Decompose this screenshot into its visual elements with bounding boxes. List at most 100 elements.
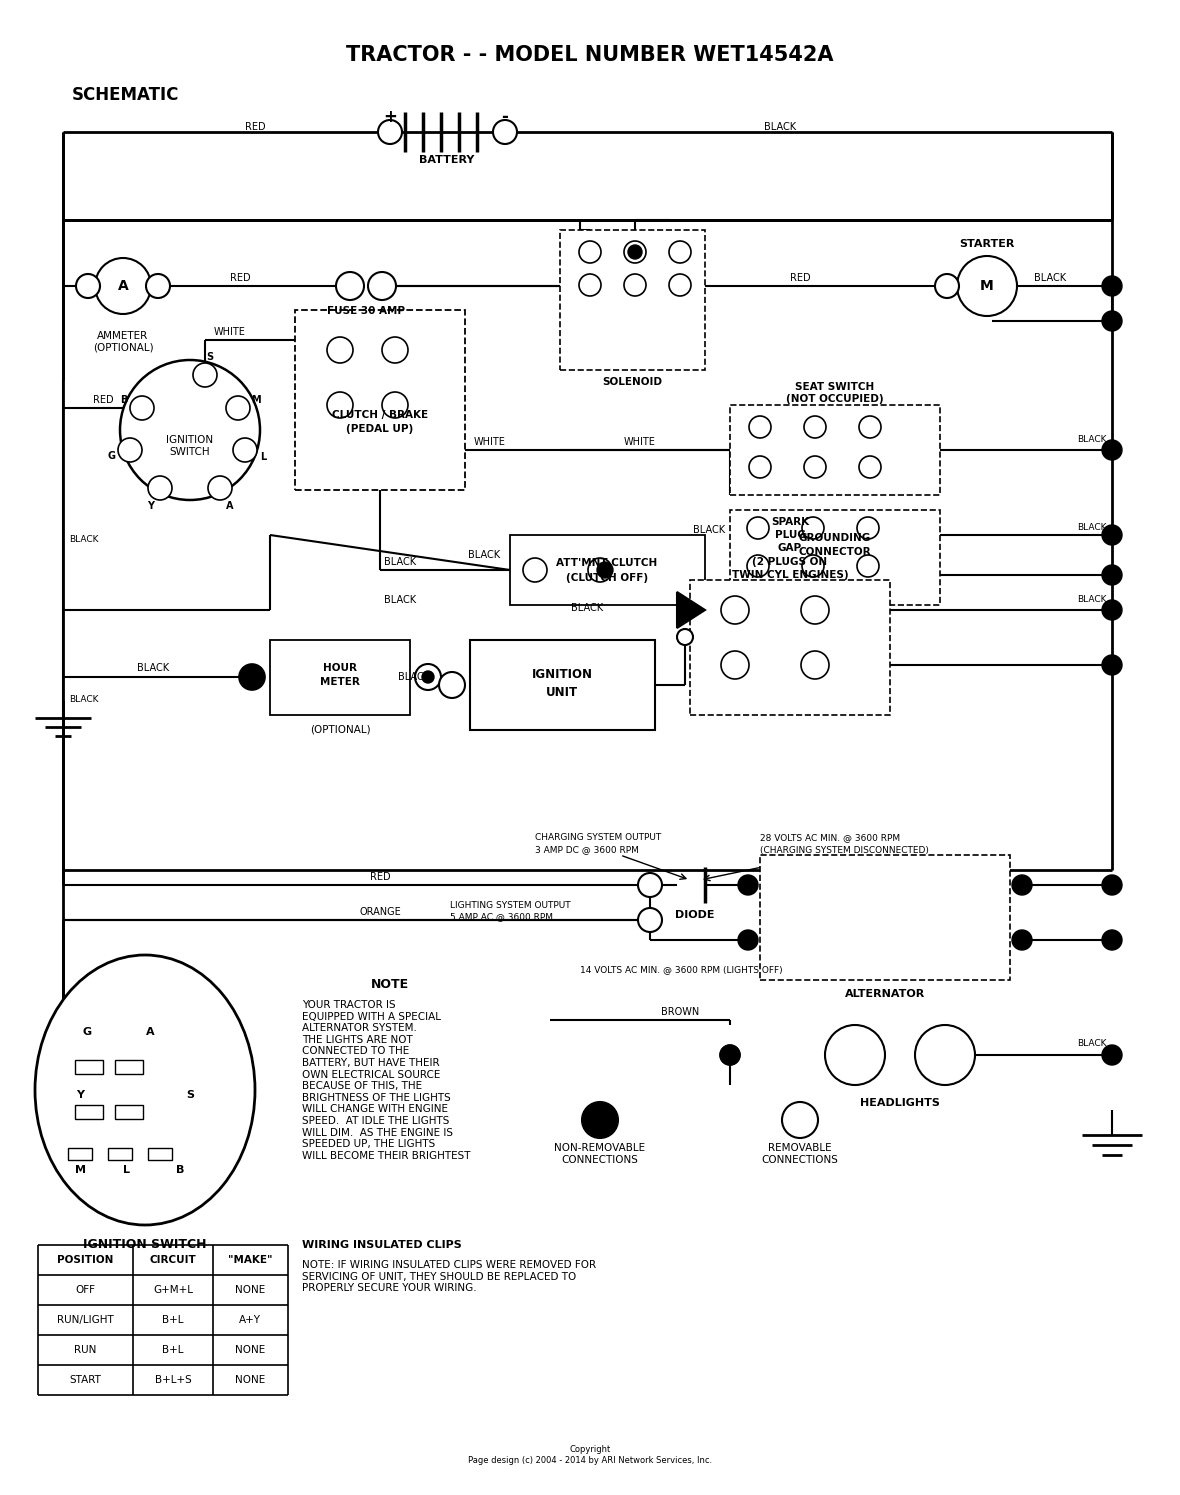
Circle shape [1012,875,1032,896]
Text: UNIT: UNIT [546,686,578,700]
Text: A: A [118,280,129,293]
Text: BLACK: BLACK [384,558,417,567]
Text: POSITION: POSITION [57,1254,113,1265]
Circle shape [720,1045,740,1064]
Text: G: G [109,451,116,460]
Text: REMOVABLE: REMOVABLE [768,1144,832,1153]
Text: NOTE: IF WIRING INSULATED CLIPS WERE REMOVED FOR
SERVICING OF UNIT, THEY SHOULD : NOTE: IF WIRING INSULATED CLIPS WERE REM… [302,1260,596,1293]
Text: RUN/LIGHT: RUN/LIGHT [57,1316,113,1325]
Text: BROWN: BROWN [661,1008,699,1017]
Text: ATT'MNT CLUTCH: ATT'MNT CLUTCH [557,558,657,568]
Circle shape [747,555,769,577]
Text: RED: RED [244,123,266,132]
Text: WIRING INSULATED CLIPS: WIRING INSULATED CLIPS [302,1239,461,1250]
Text: IGNITION: IGNITION [531,668,592,682]
Bar [510,535,704,605]
Bar [560,230,704,369]
Circle shape [859,416,881,438]
Circle shape [857,517,879,540]
Text: S: S [206,351,214,362]
Text: Y: Y [148,501,155,511]
Text: (CHARGING SYSTEM DISCONNECTED): (CHARGING SYSTEM DISCONNECTED) [760,846,929,855]
Text: B+L: B+L [162,1346,184,1354]
Text: CONNECTIONS: CONNECTIONS [761,1156,839,1165]
Circle shape [1102,525,1122,546]
Text: A: A [225,501,234,511]
Text: RED: RED [230,274,250,283]
Circle shape [146,274,170,298]
Circle shape [677,629,693,644]
Text: SWITCH: SWITCH [170,447,210,457]
Text: BLACK: BLACK [1077,523,1107,532]
Bar [470,640,655,730]
Text: BLACK: BLACK [384,595,417,605]
Circle shape [738,875,758,896]
Text: BLACK: BLACK [1077,435,1107,444]
Text: PLUG: PLUG [774,531,806,540]
Bar [730,510,940,605]
Text: BLACK: BLACK [571,602,603,613]
Circle shape [96,259,151,314]
Text: IGNITION SWITCH: IGNITION SWITCH [84,1238,206,1251]
Circle shape [802,555,824,577]
Text: NONE: NONE [235,1346,266,1354]
Text: GROUNDING: GROUNDING [799,534,871,543]
Circle shape [148,475,172,499]
Circle shape [935,274,959,298]
Text: (PEDAL UP): (PEDAL UP) [347,425,414,434]
Circle shape [749,416,771,438]
Circle shape [327,336,353,363]
Text: A: A [145,1027,155,1038]
Text: BLACK: BLACK [468,550,500,561]
Text: LIGHTING SYSTEM OUTPUT: LIGHTING SYSTEM OUTPUT [450,900,571,909]
Text: HOUR: HOUR [323,662,358,673]
Text: B: B [120,395,127,405]
Circle shape [738,930,758,949]
Circle shape [327,392,353,419]
Text: NONE: NONE [235,1375,266,1384]
Text: Copyright
Page design (c) 2004 - 2014 by ARI Network Services, Inc.: Copyright Page design (c) 2004 - 2014 by… [468,1446,712,1465]
Text: TRACTOR - - MODEL NUMBER WET14542A: TRACTOR - - MODEL NUMBER WET14542A [346,45,834,64]
Circle shape [1102,440,1122,460]
Text: SEAT SWITCH: SEAT SWITCH [795,383,874,392]
Circle shape [194,363,217,387]
Circle shape [415,664,441,691]
Text: BATTERY: BATTERY [419,155,474,164]
Text: (OPTIONAL): (OPTIONAL) [309,724,371,734]
Text: BLACK: BLACK [68,535,98,544]
Text: A+Y: A+Y [240,1316,261,1325]
Text: SOLENOID: SOLENOID [602,377,662,387]
Circle shape [801,650,830,679]
Text: SCHEMATIC: SCHEMATIC [72,87,179,105]
Circle shape [669,274,691,296]
Circle shape [669,241,691,263]
Circle shape [597,562,612,579]
Circle shape [240,664,266,691]
Circle shape [232,438,257,462]
Text: CIRCUIT: CIRCUIT [150,1254,196,1265]
Text: BLACK: BLACK [398,671,430,682]
Text: AMMETER: AMMETER [98,330,149,341]
Text: "MAKE": "MAKE" [228,1254,273,1265]
Text: (2 PLUGS ON: (2 PLUGS ON [753,558,827,567]
Circle shape [1102,599,1122,620]
Circle shape [825,1026,885,1085]
Circle shape [1102,565,1122,585]
Text: HEADLIGHTS: HEADLIGHTS [860,1097,940,1108]
Circle shape [638,907,662,931]
Text: (NOT OCCUPIED): (NOT OCCUPIED) [786,395,884,404]
Text: CHARGING SYSTEM OUTPUT: CHARGING SYSTEM OUTPUT [535,834,661,843]
Text: RED: RED [789,274,811,283]
Circle shape [624,241,645,263]
Text: ORANGE: ORANGE [359,907,401,916]
Text: WHITE: WHITE [624,437,656,447]
Circle shape [1102,311,1122,330]
Text: START: START [70,1375,101,1384]
Circle shape [579,241,601,263]
Circle shape [382,392,408,419]
Text: ALTERNATOR: ALTERNATOR [845,990,925,999]
Circle shape [422,671,434,683]
Text: CONNECTOR: CONNECTOR [799,547,871,558]
Circle shape [439,671,465,698]
Text: RED: RED [93,395,113,405]
